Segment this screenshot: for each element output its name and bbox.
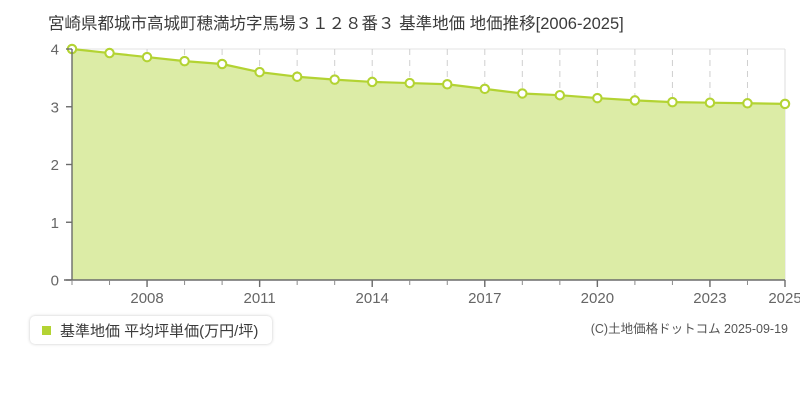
data-markers <box>66 43 791 110</box>
x-axis-tick-label: 2017 <box>468 290 501 307</box>
copyright-text: (C)土地価格ドットコム 2025-09-19 <box>590 322 788 336</box>
y-axis-tick-label: 3 <box>51 99 59 116</box>
axes <box>64 48 786 287</box>
y-axis-tick-label: 4 <box>51 42 59 59</box>
y-axis-labels: 0 1 2 3 4 <box>51 42 59 290</box>
x-axis-labels: 2008 2011 2014 2017 2020 2023 2025 <box>130 290 800 307</box>
y-axis-tick-label: 1 <box>51 215 59 232</box>
data-line <box>71 47 786 105</box>
x-axis-tick-label: 2025 <box>768 290 800 307</box>
x-axis-tick-label: 2014 <box>356 290 389 307</box>
chart-title: 宮崎県都城市高城町穂満坊字馬場３１２８番３ 基準地価 地価推移[2006-202… <box>48 15 624 33</box>
legend-label: 基準地価 平均坪単価(万円/坪) <box>60 322 259 340</box>
x-axis-tick-label: 2020 <box>581 290 614 307</box>
x-axis-tick-label: 2008 <box>130 290 163 307</box>
area-fill <box>72 49 785 280</box>
legend-swatch-icon <box>42 325 51 335</box>
chart-legend[interactable]: 基準地価 平均坪単価(万円/坪) <box>30 316 273 344</box>
x-axis-tick-label: 2011 <box>243 290 275 307</box>
x-axis-tick-label: 2023 <box>693 290 726 307</box>
y-axis-tick-label: 2 <box>51 157 59 174</box>
y-axis-tick-label: 0 <box>51 273 59 290</box>
